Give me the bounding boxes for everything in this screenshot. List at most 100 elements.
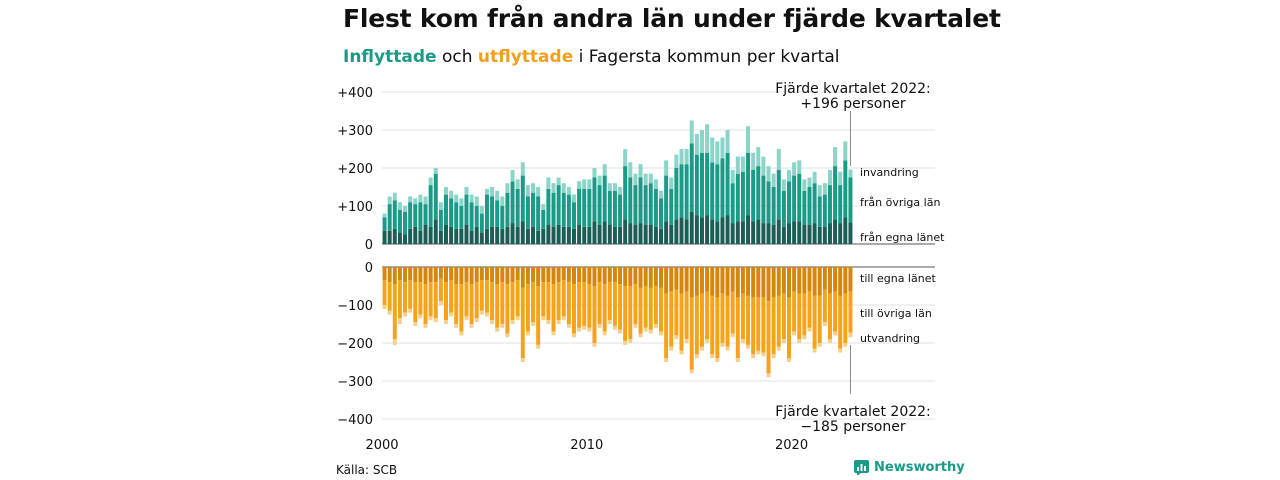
outflow-local-bar	[833, 267, 838, 292]
outflow-local-bar	[454, 267, 459, 285]
outflow-abroad-bar	[433, 318, 438, 323]
outflow-other-bar	[382, 280, 387, 305]
inflow-local-bar	[674, 219, 679, 244]
inflow-other-bar	[551, 192, 556, 227]
inflow-other-bar	[664, 175, 669, 222]
outflow-other-bar	[566, 282, 571, 324]
inflow-local-bar	[418, 230, 423, 244]
inflow-other-bar	[623, 166, 628, 220]
outflow-abroad-bar	[746, 344, 751, 349]
inflow-local-bar	[423, 225, 428, 244]
bars	[382, 120, 853, 378]
inflow-local-bar	[444, 225, 448, 244]
outflow-local-bar	[413, 267, 418, 283]
outflow-local-bar	[592, 267, 597, 286]
outflow-abroad-bar	[725, 346, 730, 351]
inflow-other-bar	[444, 194, 448, 225]
brand-logo[interactable]: Newsworthy	[854, 460, 965, 475]
outflow-local-bar	[403, 267, 408, 283]
inflow-other-bar	[459, 206, 464, 229]
outflow-local-bar	[541, 267, 546, 283]
inflow-abroad-bar	[536, 187, 541, 197]
top-y-tick-label: +300	[337, 124, 373, 139]
inflow-local-bar	[561, 226, 566, 244]
inflow-other-bar	[607, 190, 612, 225]
outflow-abroad-bar	[577, 327, 582, 332]
outflow-other-bar	[699, 293, 704, 347]
inflow-series-label: från egna länet	[860, 231, 945, 244]
inflow-abroad-bar	[807, 177, 812, 187]
outflow-abroad-bar	[792, 331, 797, 336]
inflow-local-bar	[618, 226, 623, 244]
annotation-inflow-line2: +196 personer	[800, 96, 906, 112]
inflow-local-bar	[612, 226, 617, 244]
outflow-abroad-bar	[838, 348, 843, 353]
outflow-other-bar	[505, 284, 510, 334]
outflow-local-bar	[449, 267, 454, 281]
outflow-local-bar	[479, 267, 484, 281]
inflow-other-bar	[397, 209, 402, 233]
outflow-local-bar	[679, 267, 684, 294]
inflow-abroad-bar	[587, 179, 592, 189]
outflow-other-bar	[418, 282, 423, 315]
outflow-local-bar	[771, 267, 776, 298]
inflow-local-bar	[715, 221, 720, 244]
outflow-local-bar	[484, 267, 489, 281]
inflow-abroad-bar	[525, 185, 530, 197]
inflow-abroad-bar	[556, 177, 561, 186]
outflow-abroad-bar	[787, 358, 791, 362]
inflow-local-bar	[433, 219, 438, 244]
outflow-local-bar	[459, 267, 464, 285]
x-tick-label: 2000	[365, 438, 398, 453]
annotations: Fjärde kvartalet 2022:+196 personerFjärd…	[775, 81, 945, 435]
outflow-abroad-bar	[438, 301, 443, 305]
inflow-local-bar	[571, 228, 576, 244]
outflow-local-bar	[433, 267, 438, 283]
inflow-other-bar	[669, 188, 674, 225]
outflow-local-bar	[561, 267, 566, 281]
outflow-other-bar	[710, 295, 715, 355]
annotation-outflow-line2: −185 personer	[800, 419, 906, 435]
inflow-abroad-bar	[413, 198, 418, 205]
inflow-abroad-bar	[746, 126, 751, 153]
outflow-local-bar	[807, 267, 812, 292]
outflow-local-bar	[438, 267, 443, 279]
outflow-other-bar	[735, 297, 740, 359]
outflow-other-bar	[761, 297, 766, 353]
outflow-abroad-bar	[536, 344, 541, 349]
outflow-other-bar	[720, 293, 725, 343]
outflow-other-bar	[812, 295, 817, 349]
inflow-abroad-bar	[633, 173, 638, 186]
outflow-other-bar	[822, 289, 827, 323]
outflow-abroad-bar	[766, 373, 771, 378]
outflow-local-bar	[689, 267, 694, 298]
inflow-local-bar	[607, 225, 612, 244]
inflow-other-bar	[761, 175, 766, 224]
inflow-local-bar	[730, 223, 735, 244]
outflow-abroad-bar	[797, 339, 802, 343]
outflow-abroad-bar	[843, 343, 848, 347]
inflow-local-bar	[438, 230, 443, 244]
outflow-local-bar	[740, 267, 745, 294]
inflow-local-bar	[669, 225, 674, 244]
inflow-abroad-bar	[464, 187, 469, 195]
inflow-local-bar	[725, 215, 730, 244]
inflow-abroad-bar	[510, 169, 515, 182]
outflow-local-bar	[827, 267, 832, 294]
inflow-local-bar	[822, 226, 827, 244]
inflow-other-bar	[735, 173, 740, 222]
outflow-abroad-bar	[659, 331, 664, 336]
inflow-local-bar	[787, 223, 791, 244]
outflow-other-bar	[495, 284, 500, 328]
inflow-other-bar	[556, 185, 561, 225]
inflow-abroad-bar	[720, 137, 725, 159]
outflow-local-bar	[387, 267, 392, 283]
inflow-other-bar	[843, 160, 848, 218]
inflow-local-bar	[408, 228, 413, 244]
inflow-other-bar	[566, 194, 571, 227]
inflow-other-bar	[618, 194, 623, 227]
top-y-tick-label: +200	[337, 162, 373, 177]
outflow-abroad-bar	[674, 335, 679, 340]
inflow-other-bar	[531, 192, 536, 227]
inflow-abroad-bar	[674, 154, 679, 168]
